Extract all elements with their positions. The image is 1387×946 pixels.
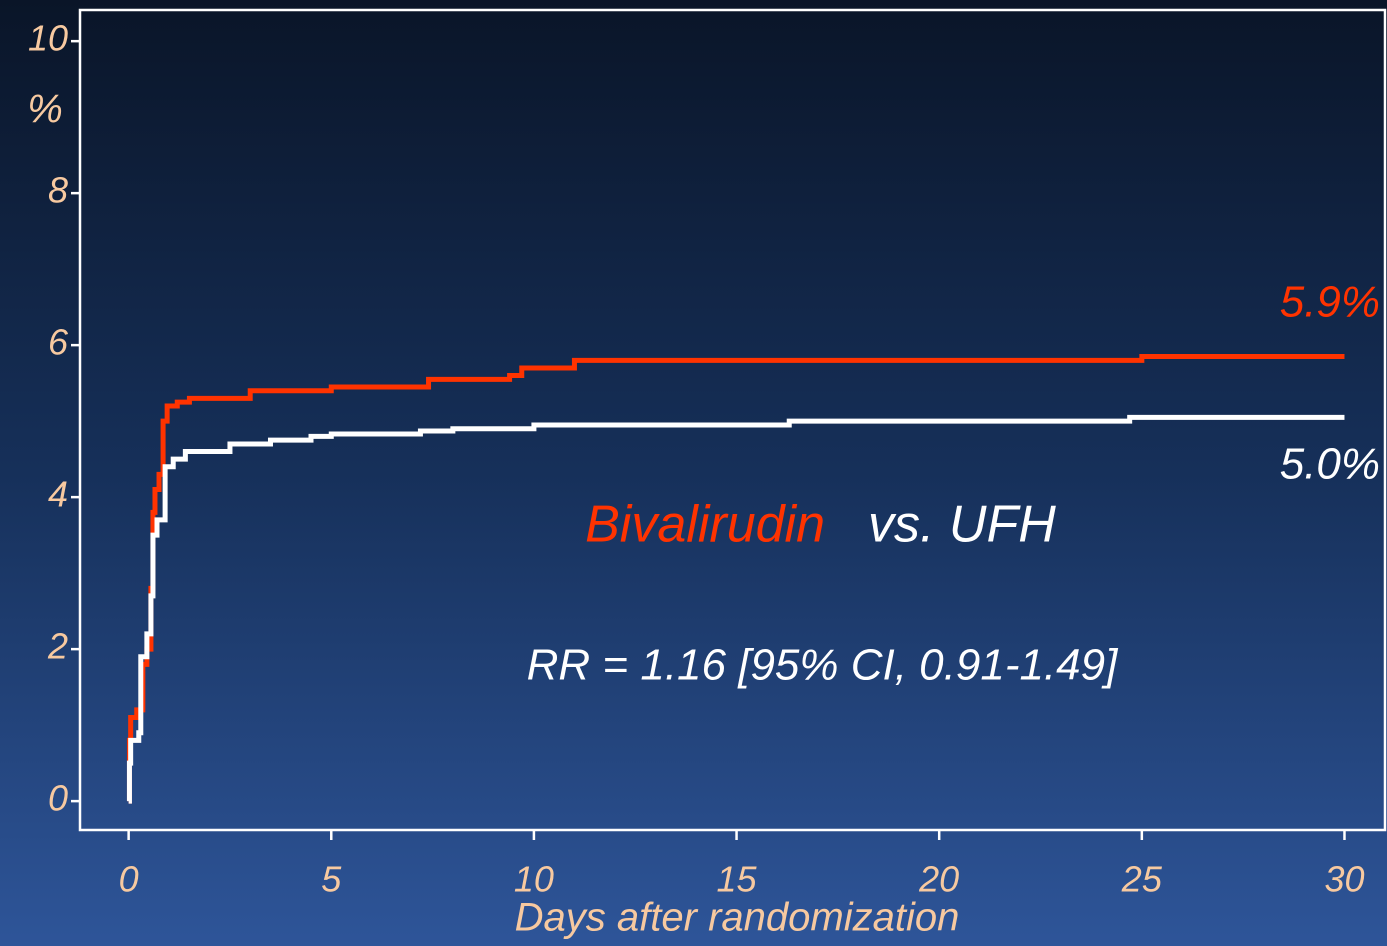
- y-tick-label: 2: [47, 626, 68, 667]
- y-axis-label: %: [27, 88, 63, 132]
- y-tick-label: 8: [48, 170, 68, 211]
- series-line: [126, 414, 1345, 804]
- x-tick-label: 10: [514, 859, 554, 900]
- x-tick-label: 5: [321, 859, 342, 900]
- y-tick-label: 4: [48, 474, 68, 515]
- plot-frame: [78, 8, 1387, 832]
- end-label: 5.0%: [1280, 440, 1380, 489]
- annotation: vs. UFH: [868, 496, 1056, 554]
- annotation: Bivalirudin: [585, 496, 825, 554]
- annotation: RR = 1.16 [95% CI, 0.91-1.49]: [527, 641, 1119, 690]
- x-tick-label: 0: [119, 859, 139, 900]
- end-label: 5.9%: [1280, 278, 1380, 327]
- x-tick-label: 30: [1324, 859, 1364, 900]
- x-tick-label: 25: [1121, 859, 1163, 900]
- x-axis-label: Days after randomization: [515, 896, 960, 940]
- y-tick-label: 0: [48, 778, 68, 819]
- x-tick-label: 20: [918, 859, 959, 900]
- y-tick-label: 6: [48, 322, 69, 363]
- y-tick-label: 10: [28, 18, 68, 59]
- x-tick-label: 15: [717, 859, 758, 900]
